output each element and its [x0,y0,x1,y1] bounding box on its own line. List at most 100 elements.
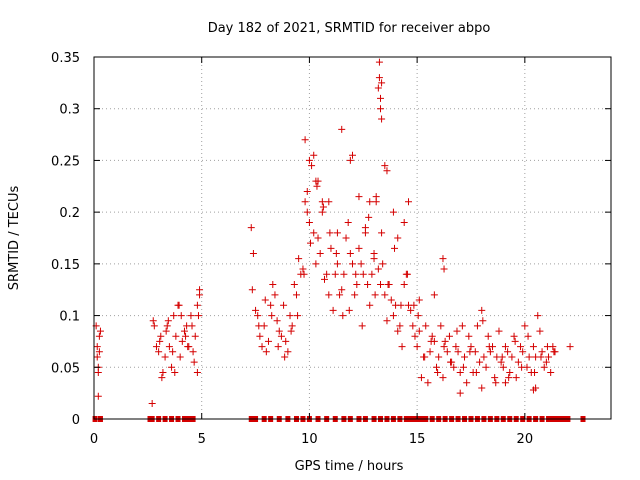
data-point [264,337,272,345]
data-point [537,353,545,361]
data-point [346,156,354,164]
data-point [333,229,341,237]
data-point [366,301,374,309]
data-point [421,353,429,361]
data-point [492,379,500,387]
data-point [410,301,418,309]
data-point [95,348,103,356]
data-point [514,358,522,366]
data-point [508,353,516,361]
data-point [486,348,494,356]
data-point [333,260,341,268]
data-point [93,353,101,361]
data-point [329,306,337,314]
data-point [497,358,505,366]
data-point [415,327,423,335]
data-point [170,312,178,320]
data-point [247,224,255,232]
data-point [269,281,277,289]
data-point [280,301,288,309]
data-point [161,353,169,361]
data-point [325,198,333,206]
data-point [521,322,529,330]
data-point [155,348,163,356]
data-point [357,260,365,268]
data-point [149,317,157,325]
data-point [318,198,326,206]
data-point [441,337,449,345]
data-point [164,317,172,325]
data-point [165,343,173,351]
data-point [479,317,487,325]
data-point [458,322,466,330]
data-point [511,337,519,345]
data-point [505,374,513,382]
data-point [439,374,447,382]
y-tick-label: 0.05 [51,361,80,376]
data-point [338,286,346,294]
data-point [163,322,171,330]
data-point [305,218,313,226]
data-point [538,348,546,356]
data-point [336,291,344,299]
data-point [300,270,308,278]
data-point [378,79,386,87]
data-point [407,306,415,314]
data-point [459,363,467,371]
data-point [290,281,298,289]
y-tick-label: 0.1 [59,310,80,325]
data-point [378,229,386,237]
x-tick-label: 10 [301,432,318,447]
data-point [342,234,350,242]
data-point [445,332,453,340]
data-point [437,322,445,330]
data-point [456,368,464,376]
data-point [417,374,425,382]
data-point [258,343,266,351]
y-tick-label: 0.15 [51,258,80,273]
x-tick-label: 5 [198,432,206,447]
data-point [375,74,383,82]
data-point [387,296,395,304]
data-point [452,343,460,351]
x-tick-label: 15 [409,432,426,447]
data-point [284,348,292,356]
data-point [524,332,532,340]
axis-ticks-layer: 0 5 10 15 20 0 0.05 0.1 0.15 0.2 0.25 0.3 0.35 [51,51,611,447]
data-point [182,332,190,340]
data-point [542,358,550,366]
data-point [156,337,164,345]
data-point [534,312,542,320]
data-point [466,348,474,356]
data-point [428,332,436,340]
data-point [288,322,296,330]
data-point [525,353,533,361]
data-point [383,167,391,175]
data-point [184,343,192,351]
data-point [495,327,503,335]
data-point [453,327,461,335]
data-point [355,193,363,201]
data-point [435,353,443,361]
data-point [400,281,408,289]
data-point [150,322,158,330]
data-point [472,368,480,376]
data-point [377,281,385,289]
data-point [381,162,389,170]
data-point [499,363,507,371]
data-point [480,353,488,361]
data-point [338,125,346,133]
data-point [443,348,451,356]
data-point [273,317,281,325]
data-point [422,322,430,330]
data-point [364,281,372,289]
data-point [194,312,202,320]
data-point [171,368,179,376]
data-point [366,198,374,206]
data-point [157,332,165,340]
data-point [248,286,256,294]
data-point [545,353,553,361]
data-point [94,368,102,376]
y-tick-label: 0.3 [59,103,80,118]
data-point [465,332,473,340]
